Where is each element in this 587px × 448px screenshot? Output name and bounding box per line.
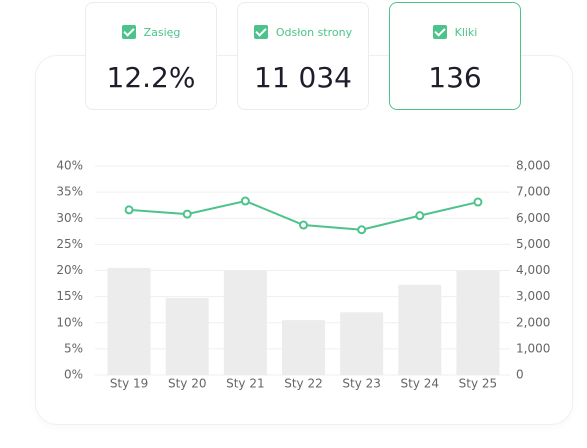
bar <box>398 284 442 375</box>
line-point <box>415 211 425 221</box>
y2-tick-label: 1,000 <box>516 341 550 355</box>
metric-label: Kliki <box>454 26 478 39</box>
x-tick-label: Sty 22 <box>284 377 323 391</box>
line-point <box>182 209 192 219</box>
y2-tick-label: 3,000 <box>516 289 550 303</box>
y-tick-label: 25% <box>56 237 83 251</box>
bar <box>223 270 267 375</box>
line-point <box>357 225 367 235</box>
x-tick-label: Sty 25 <box>459 377 498 391</box>
y2-tick-label: 4,000 <box>516 263 550 277</box>
bar <box>107 267 151 375</box>
metric-card[interactable]: Zasięg 12.2% <box>85 2 217 110</box>
line-point <box>473 197 483 207</box>
checkbox[interactable] <box>121 25 136 39</box>
line-point <box>299 220 308 230</box>
y-tick-label: 10% <box>56 315 83 329</box>
x-tick-label: Sty 23 <box>342 377 381 391</box>
line-point <box>124 205 134 215</box>
bar <box>340 312 384 375</box>
y-tick-label: 0% <box>64 368 83 382</box>
metric-header: Kliki <box>390 25 520 39</box>
x-tick-label: Sty 21 <box>226 377 265 391</box>
y2-tick-label: 5,000 <box>516 237 550 251</box>
metric-card[interactable]: Odsłon strony 11 034 <box>237 2 369 110</box>
y-tick-label: 30% <box>56 211 83 225</box>
metric-value: 11 034 <box>254 61 352 94</box>
y2-tick-label: 6,000 <box>516 211 550 225</box>
x-tick-label: Sty 24 <box>401 377 440 391</box>
metric-label: Odsłon strony <box>275 26 353 39</box>
y-tick-label: 15% <box>56 289 83 303</box>
metric-label: Zasięg <box>143 26 181 39</box>
y2-tick-label: 8,000 <box>516 159 550 173</box>
y2-tick-label: 7,000 <box>516 185 550 199</box>
y-tick-label: 40% <box>56 159 83 173</box>
metric-value: 12.2% <box>106 61 196 94</box>
metric-header: Odsłon strony <box>238 25 368 39</box>
bar <box>282 320 325 375</box>
bar <box>165 297 209 375</box>
line-point <box>240 196 250 206</box>
checkbox[interactable] <box>253 25 268 39</box>
x-tick-label: Sty 20 <box>168 377 207 391</box>
y2-tick-label: 0 <box>516 368 524 382</box>
x-tick-label: Sty 19 <box>110 377 149 391</box>
y2-tick-label: 2,000 <box>516 315 550 329</box>
checkbox[interactable] <box>432 25 447 39</box>
y-tick-label: 5% <box>64 341 83 355</box>
metric-card[interactable]: Kliki 136 <box>389 2 521 110</box>
metric-header: Zasięg <box>86 25 216 39</box>
metric-value: 136 <box>428 61 482 94</box>
y-tick-label: 20% <box>56 263 83 277</box>
y-tick-label: 35% <box>56 185 83 199</box>
bar <box>456 270 500 375</box>
